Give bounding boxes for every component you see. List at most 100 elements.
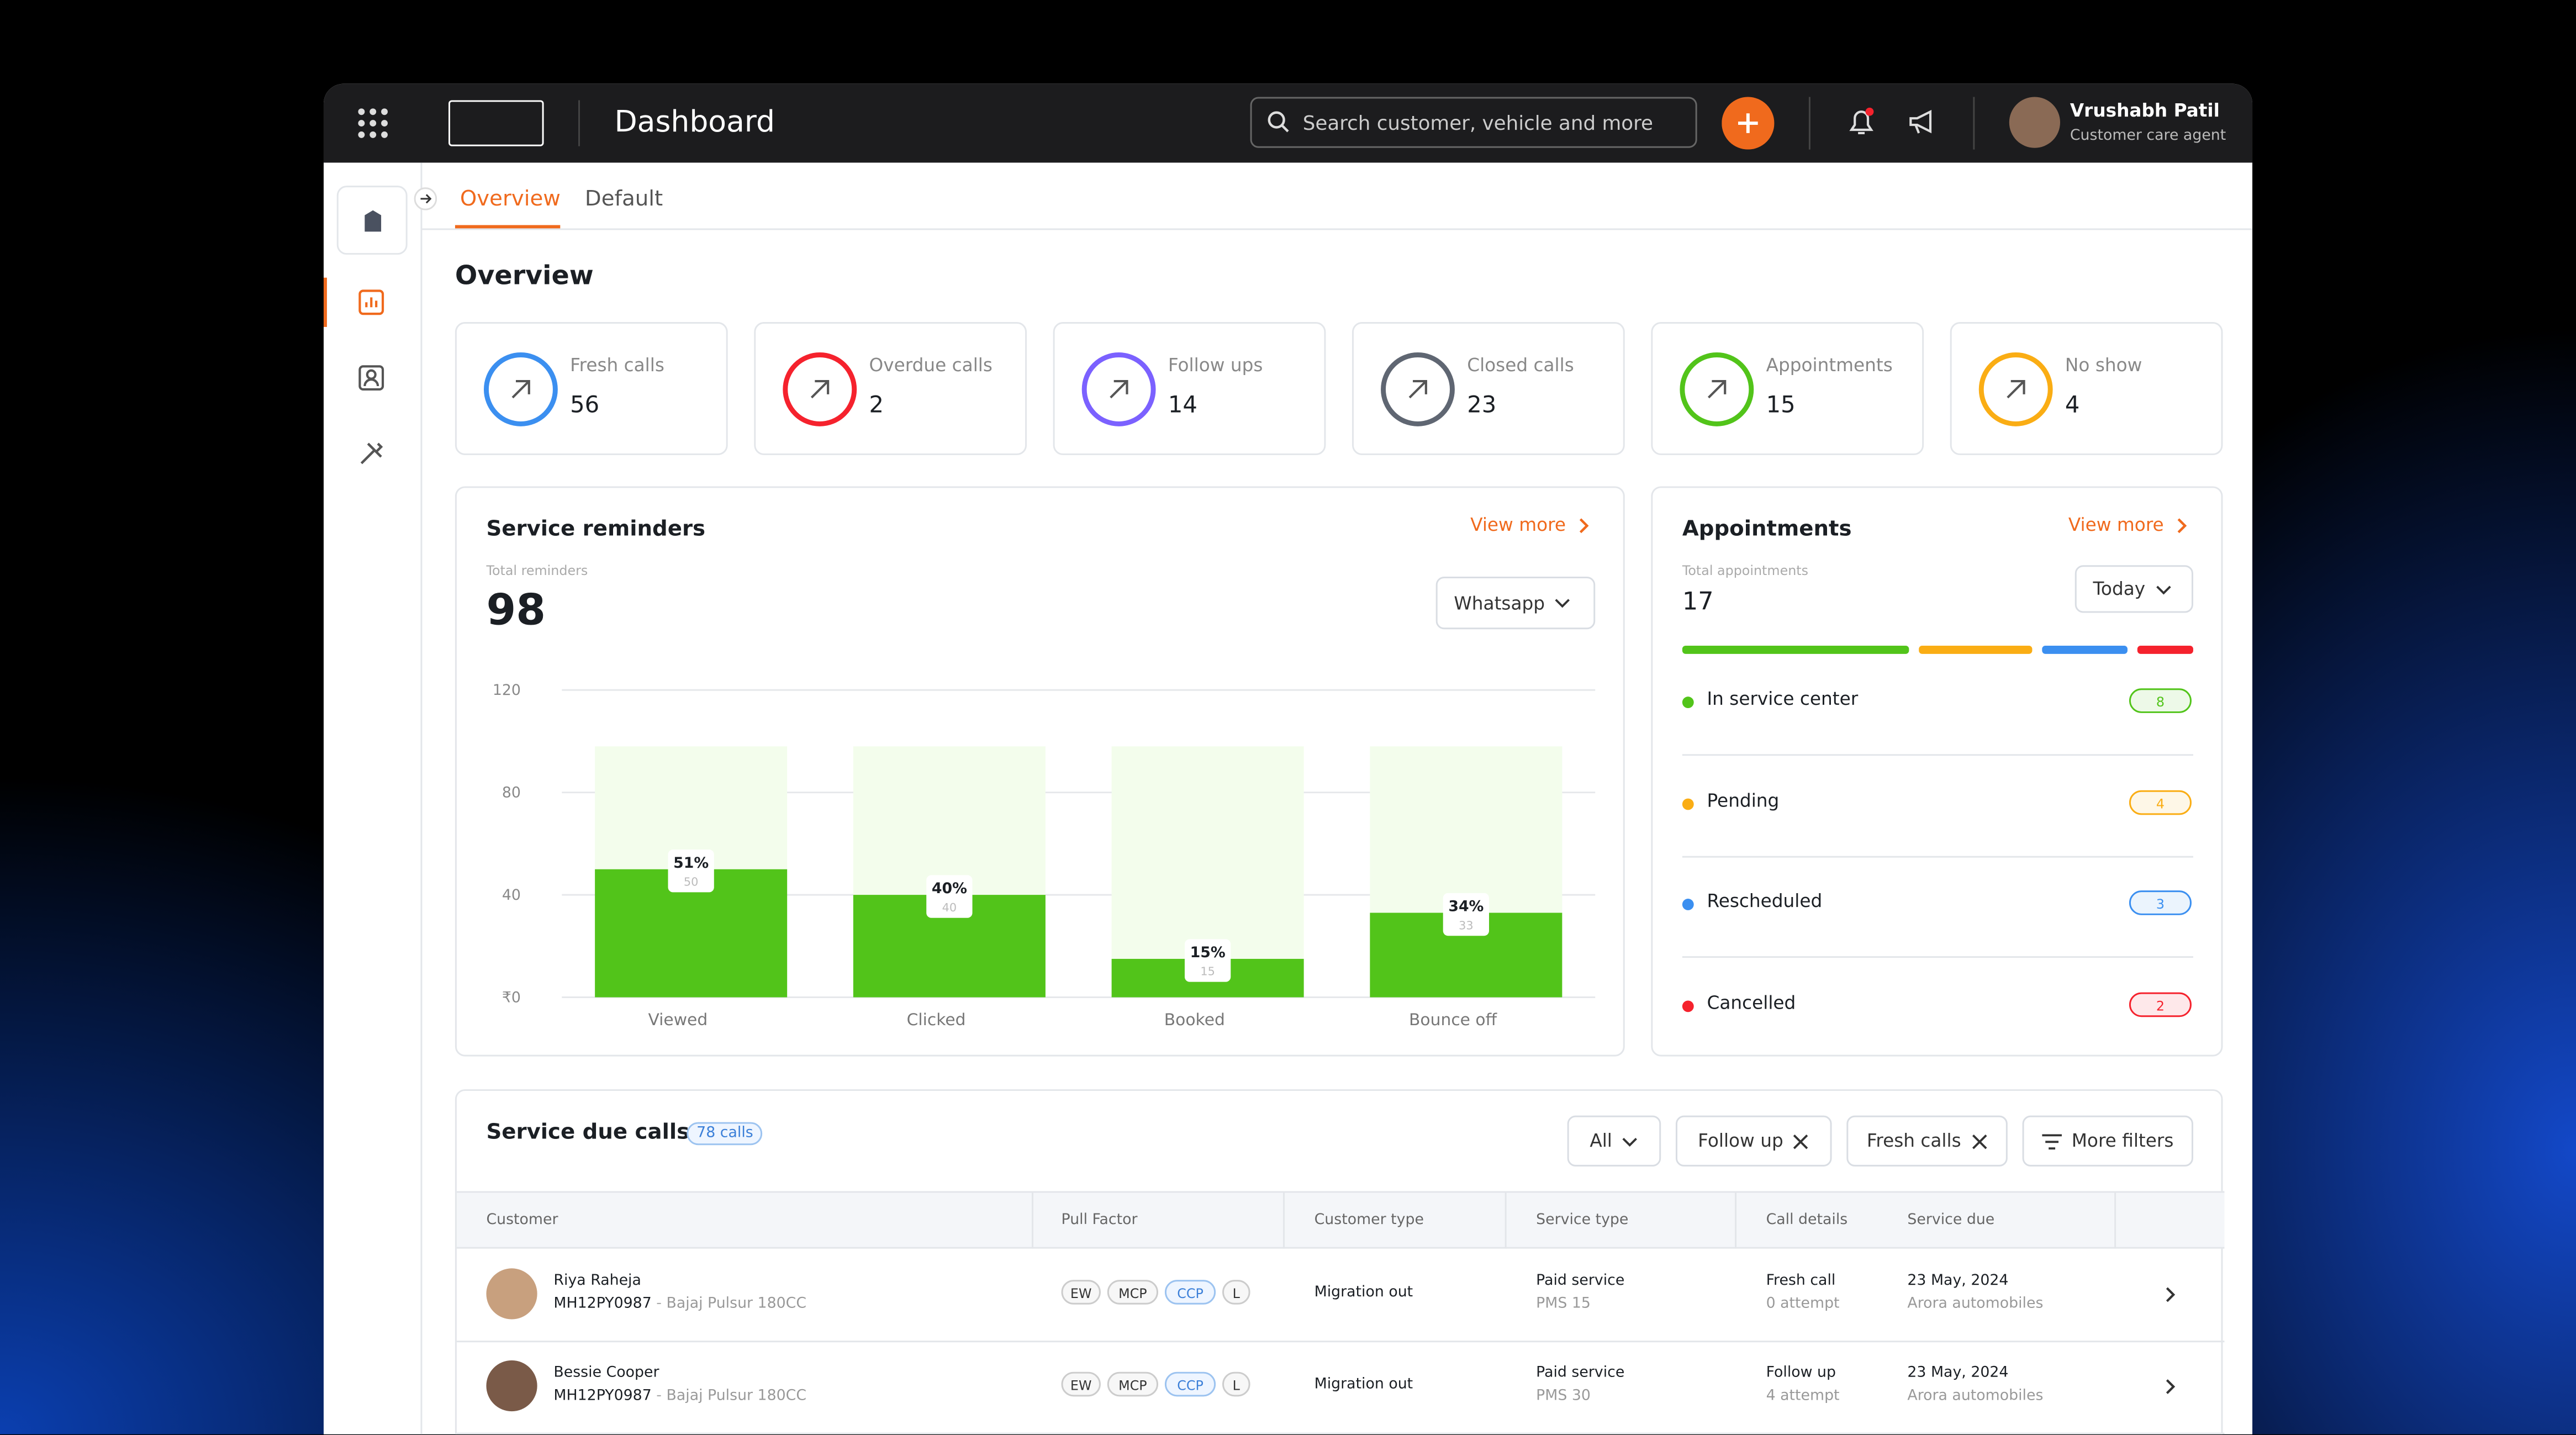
arrow bbox=[2007, 379, 2025, 399]
view-more[interactable]: View more bbox=[1470, 514, 1566, 536]
channel-dropdown[interactable]: Whatsapp bbox=[1435, 577, 1596, 630]
total-value: 17 bbox=[1682, 586, 1714, 616]
filter-text: All bbox=[1590, 1130, 1612, 1152]
notification-icon[interactable] bbox=[1845, 105, 1877, 138]
nav-tools[interactable] bbox=[358, 440, 384, 467]
nav-building[interactable] bbox=[336, 186, 408, 255]
search-placeholder: Search customer, vehicle and more bbox=[1302, 112, 1653, 135]
announcement-icon[interactable] bbox=[1905, 105, 1938, 138]
apps-icon[interactable] bbox=[356, 107, 389, 139]
chevron bbox=[2166, 1287, 2176, 1302]
stat-label: Fresh calls bbox=[570, 355, 664, 377]
user-avatar[interactable] bbox=[2009, 97, 2061, 148]
row-divider bbox=[1682, 754, 2193, 756]
registration: MH12PY0987 bbox=[553, 1388, 652, 1405]
y-tick-label: 120 bbox=[493, 682, 521, 699]
column-separator bbox=[1031, 1193, 1033, 1249]
chevron bbox=[2166, 1379, 2176, 1394]
stat-label: Overdue calls bbox=[869, 355, 993, 377]
pull-factor-tag: L bbox=[1222, 1371, 1250, 1397]
pull-factor-tag: EW bbox=[1061, 1371, 1101, 1397]
progress-segment bbox=[2136, 645, 2193, 654]
tab[interactable]: Default bbox=[584, 187, 663, 212]
expand-button[interactable] bbox=[414, 187, 437, 210]
close-icon bbox=[1794, 1133, 1809, 1149]
call-type: Follow up bbox=[1766, 1365, 1836, 1382]
divider bbox=[1973, 97, 1975, 150]
pull-factor-tag: EW bbox=[1061, 1280, 1101, 1305]
x bbox=[1794, 1133, 1809, 1149]
customer-name: Riya Raheja bbox=[553, 1273, 641, 1290]
chevron bbox=[2177, 518, 2187, 534]
customer-vehicle: MH12PY0987 - Bajaj Pulsur 180CC bbox=[553, 1296, 806, 1313]
filter-chip[interactable]: Fresh calls bbox=[1846, 1115, 2008, 1167]
filter-text: More filters bbox=[2071, 1130, 2174, 1152]
chevron bbox=[1579, 518, 1589, 534]
share-label: 15% bbox=[1190, 944, 1226, 961]
status-count: 4 bbox=[2129, 789, 2192, 814]
nav-reports[interactable] bbox=[358, 289, 384, 316]
chevron bbox=[1623, 1137, 1638, 1146]
dropdown-text: Today bbox=[2093, 578, 2146, 600]
row-open[interactable] bbox=[2162, 1377, 2178, 1397]
add-button[interactable] bbox=[1722, 97, 1775, 150]
row-open[interactable] bbox=[2162, 1285, 2178, 1305]
arrow bbox=[1110, 379, 1128, 399]
stat-card: No show 4 bbox=[1950, 322, 2223, 455]
card-title: Appointments bbox=[1682, 517, 1852, 542]
nav-contacts[interactable] bbox=[358, 365, 384, 391]
period-dropdown[interactable]: Today bbox=[2074, 565, 2193, 613]
card-title: Service reminders bbox=[486, 517, 706, 542]
stat-icon bbox=[783, 352, 857, 426]
filter-chip[interactable]: Follow up bbox=[1675, 1115, 1832, 1167]
filter-text: Fresh calls bbox=[1866, 1130, 1961, 1152]
search-box[interactable]: Search customer, vehicle and more bbox=[1250, 97, 1697, 148]
share-label: 40% bbox=[932, 880, 967, 897]
search-icon bbox=[1268, 111, 1289, 133]
y-tick-label: 80 bbox=[502, 784, 521, 801]
service-pms: PMS 15 bbox=[1536, 1296, 1591, 1313]
service-type: Paid service bbox=[1536, 1365, 1625, 1382]
stat-card: Overdue calls 2 bbox=[754, 322, 1027, 455]
value-label: 15 bbox=[1200, 965, 1215, 978]
pull-factor-tag: CCP bbox=[1164, 1371, 1216, 1397]
section-title: Overview bbox=[455, 259, 594, 291]
dealer: Arora automobiles bbox=[1907, 1296, 2044, 1313]
vehicle: Bajaj Pulsur 180CC bbox=[666, 1388, 807, 1405]
status-label: Cancelled bbox=[1707, 991, 1796, 1013]
call-attempts: 0 attempt bbox=[1766, 1296, 1840, 1313]
ring bbox=[783, 352, 857, 426]
stat-value: 2 bbox=[869, 392, 884, 419]
total-label: Total reminders bbox=[486, 563, 588, 579]
due-date: 23 May, 2024 bbox=[1907, 1273, 2009, 1290]
arrow bbox=[511, 379, 530, 399]
icon bbox=[365, 210, 382, 232]
status-dot bbox=[1682, 798, 1694, 809]
bar-chart: ₹0 40 80 120 51% 50 Viewed 40% 40 Clicked 15% 15 Boo… bbox=[493, 682, 1596, 1030]
tab[interactable]: Overview bbox=[460, 187, 561, 212]
label-box bbox=[1443, 893, 1490, 936]
value-label: 33 bbox=[1459, 919, 1473, 932]
view-more[interactable]: View more bbox=[2068, 514, 2164, 536]
x-tick-label: Clicked bbox=[907, 1010, 966, 1030]
separator: - bbox=[651, 1296, 667, 1313]
pull-factor-tag: CCP bbox=[1164, 1280, 1216, 1305]
status-count: 3 bbox=[2129, 890, 2192, 915]
dealer: Arora automobiles bbox=[1907, 1388, 2044, 1405]
y-tick-label: ₹0 bbox=[502, 989, 521, 1006]
filter-chip[interactable]: More filters bbox=[2022, 1115, 2193, 1167]
filter-chip[interactable]: All bbox=[1567, 1115, 1661, 1167]
x bbox=[1972, 1133, 1987, 1149]
column-header: Service type bbox=[1536, 1212, 1629, 1229]
pull-factor-tag: L bbox=[1222, 1280, 1250, 1305]
stat-value: 56 bbox=[570, 392, 600, 419]
stat-icon bbox=[483, 352, 558, 426]
logo bbox=[448, 100, 544, 146]
chevron bbox=[2156, 585, 2171, 594]
stat-card: Closed calls 23 bbox=[1352, 322, 1625, 455]
separator: - bbox=[651, 1388, 667, 1405]
ring bbox=[1081, 352, 1156, 426]
stat-icon bbox=[1680, 352, 1754, 426]
ring bbox=[1680, 352, 1754, 426]
status-label: Pending bbox=[1707, 789, 1780, 811]
